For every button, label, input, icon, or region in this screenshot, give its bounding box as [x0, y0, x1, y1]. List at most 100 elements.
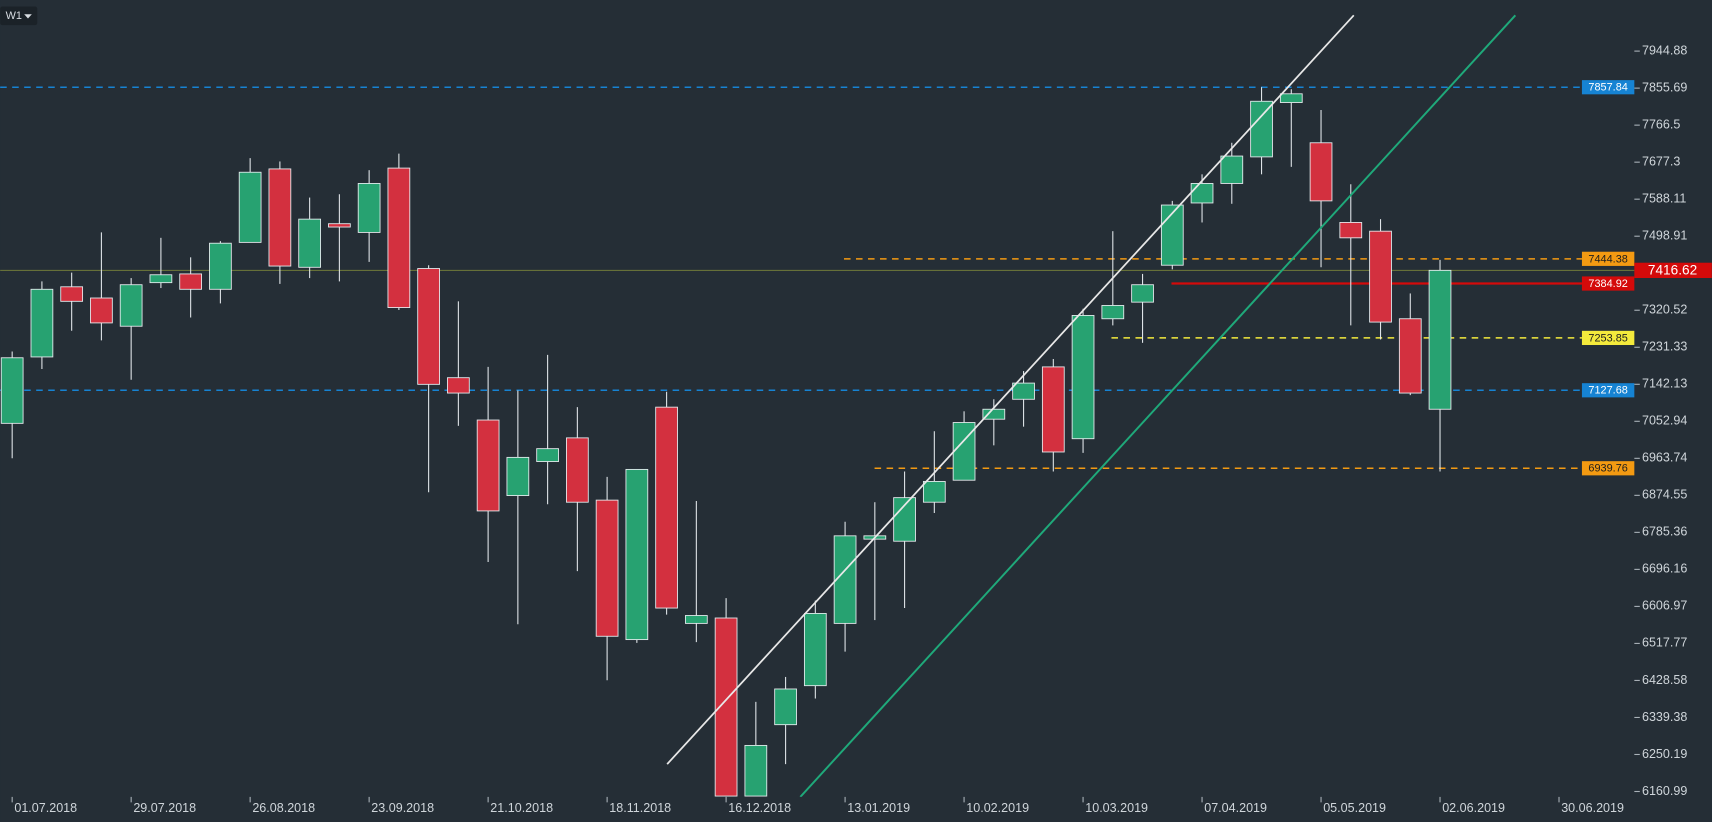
candle-body	[357, 183, 381, 233]
level-label-bg	[1581, 80, 1635, 95]
candle-body	[1041, 366, 1065, 453]
y-tick-label: 7498.91	[1642, 229, 1687, 243]
y-tick-label: 6963.74	[1642, 451, 1687, 465]
candle-body	[476, 419, 500, 512]
candle-body	[90, 297, 113, 324]
x-tick-label: 30.06.2019	[1561, 801, 1624, 815]
candle-body	[417, 268, 440, 385]
candle-body	[655, 406, 678, 609]
trend-line	[666, 14, 1355, 765]
level-label: 7857.84	[1588, 82, 1627, 94]
candle-body	[1279, 93, 1303, 103]
x-tick-label: 07.04.2019	[1204, 801, 1267, 815]
candle-body	[922, 481, 946, 503]
y-tick-label: 6517.77	[1642, 636, 1687, 650]
last-price-label: 7416.62	[1648, 263, 1697, 278]
candle-body	[536, 448, 559, 462]
candle-body	[744, 744, 768, 797]
level-label-bg	[1581, 276, 1635, 291]
x-tick-label: 21.10.2018	[490, 801, 553, 815]
candle-body	[447, 377, 470, 394]
dropdown-arrow	[24, 14, 32, 19]
timeframe-button[interactable]: W1	[0, 6, 38, 26]
y-tick-label: 6606.97	[1642, 599, 1687, 613]
candle-body	[30, 288, 54, 358]
candle-body	[328, 223, 351, 228]
last-price-bg	[1634, 262, 1712, 278]
candle-body	[238, 171, 262, 243]
candle-body	[387, 167, 411, 308]
y-tick-label: 7588.11	[1642, 191, 1686, 205]
y-tick-label: 6696.16	[1642, 562, 1687, 576]
timeframe-label: W1	[6, 10, 22, 22]
y-tick-label: 6160.99	[1642, 784, 1687, 798]
x-tick-label: 16.12.2018	[728, 801, 791, 815]
candle-body	[1250, 100, 1273, 158]
x-tick-label: 10.03.2019	[1085, 801, 1148, 815]
candle-body	[1428, 269, 1452, 410]
candle-body	[1309, 142, 1333, 202]
x-tick-label: 13.01.2019	[847, 801, 910, 815]
candle-body	[982, 408, 1006, 420]
x-tick-label: 29.07.2018	[133, 801, 196, 815]
y-tick-label: 7944.88	[1642, 43, 1687, 57]
level-label-bg	[1581, 461, 1635, 476]
x-tick-label: 23.09.2018	[371, 801, 434, 815]
level-label: 7384.92	[1588, 278, 1627, 290]
level-label: 7444.38	[1588, 253, 1627, 265]
level-label-bg	[1581, 330, 1635, 346]
timeframe-bg	[0, 6, 38, 26]
candle-body	[684, 615, 708, 624]
x-tick-label: 05.05.2019	[1323, 801, 1386, 815]
level-label-bg	[1581, 383, 1635, 398]
candle-body	[625, 468, 649, 641]
candle-body	[209, 242, 232, 290]
candle-body	[595, 499, 619, 637]
candle-body	[119, 284, 143, 327]
candle-body	[774, 688, 797, 726]
candle-body	[833, 535, 857, 624]
candle-body	[149, 274, 173, 284]
candle-body	[1369, 230, 1392, 323]
candle-body	[566, 437, 589, 503]
candle-body	[714, 617, 738, 797]
y-tick-label: 7142.13	[1642, 377, 1687, 391]
y-tick-label: 7231.33	[1642, 340, 1687, 354]
x-tick-label: 10.02.2019	[966, 801, 1029, 815]
candle-body	[1131, 284, 1154, 303]
y-tick-label: 7766.5	[1642, 117, 1680, 131]
candle-body	[1398, 318, 1422, 394]
x-tick-label: 02.06.2019	[1442, 801, 1505, 815]
y-tick-label: 7052.94	[1642, 414, 1687, 428]
candle-body	[298, 218, 321, 268]
y-tick-label: 6785.36	[1642, 525, 1687, 539]
candle-body	[0, 357, 24, 424]
y-tick-label: 6339.38	[1642, 710, 1687, 724]
candle-body	[179, 273, 203, 290]
candle-body	[1071, 314, 1095, 440]
y-tick-label: 6250.19	[1642, 747, 1687, 761]
candle-body	[1012, 382, 1035, 400]
candle-body	[1101, 305, 1125, 320]
y-tick-label: 7320.52	[1642, 303, 1687, 317]
candle-body	[1190, 183, 1214, 204]
y-tick-label: 6874.55	[1642, 488, 1687, 502]
y-tick-label: 7677.3	[1642, 154, 1680, 168]
candle-body	[803, 613, 827, 687]
level-label: 7127.68	[1588, 385, 1627, 397]
y-tick-label: 7855.69	[1642, 80, 1687, 94]
candle-body	[1339, 222, 1363, 239]
x-tick-label: 18.11.2018	[609, 801, 671, 815]
x-tick-label: 26.08.2018	[252, 801, 315, 815]
x-tick-label: 01.07.2018	[14, 801, 77, 815]
y-tick-label: 6428.58	[1642, 673, 1687, 687]
candle-body	[60, 286, 84, 302]
candle-body	[893, 497, 916, 542]
level-label: 6939.76	[1588, 463, 1627, 475]
candle-body	[268, 168, 292, 267]
candle-body	[506, 456, 530, 497]
candle-body	[1220, 155, 1244, 184]
